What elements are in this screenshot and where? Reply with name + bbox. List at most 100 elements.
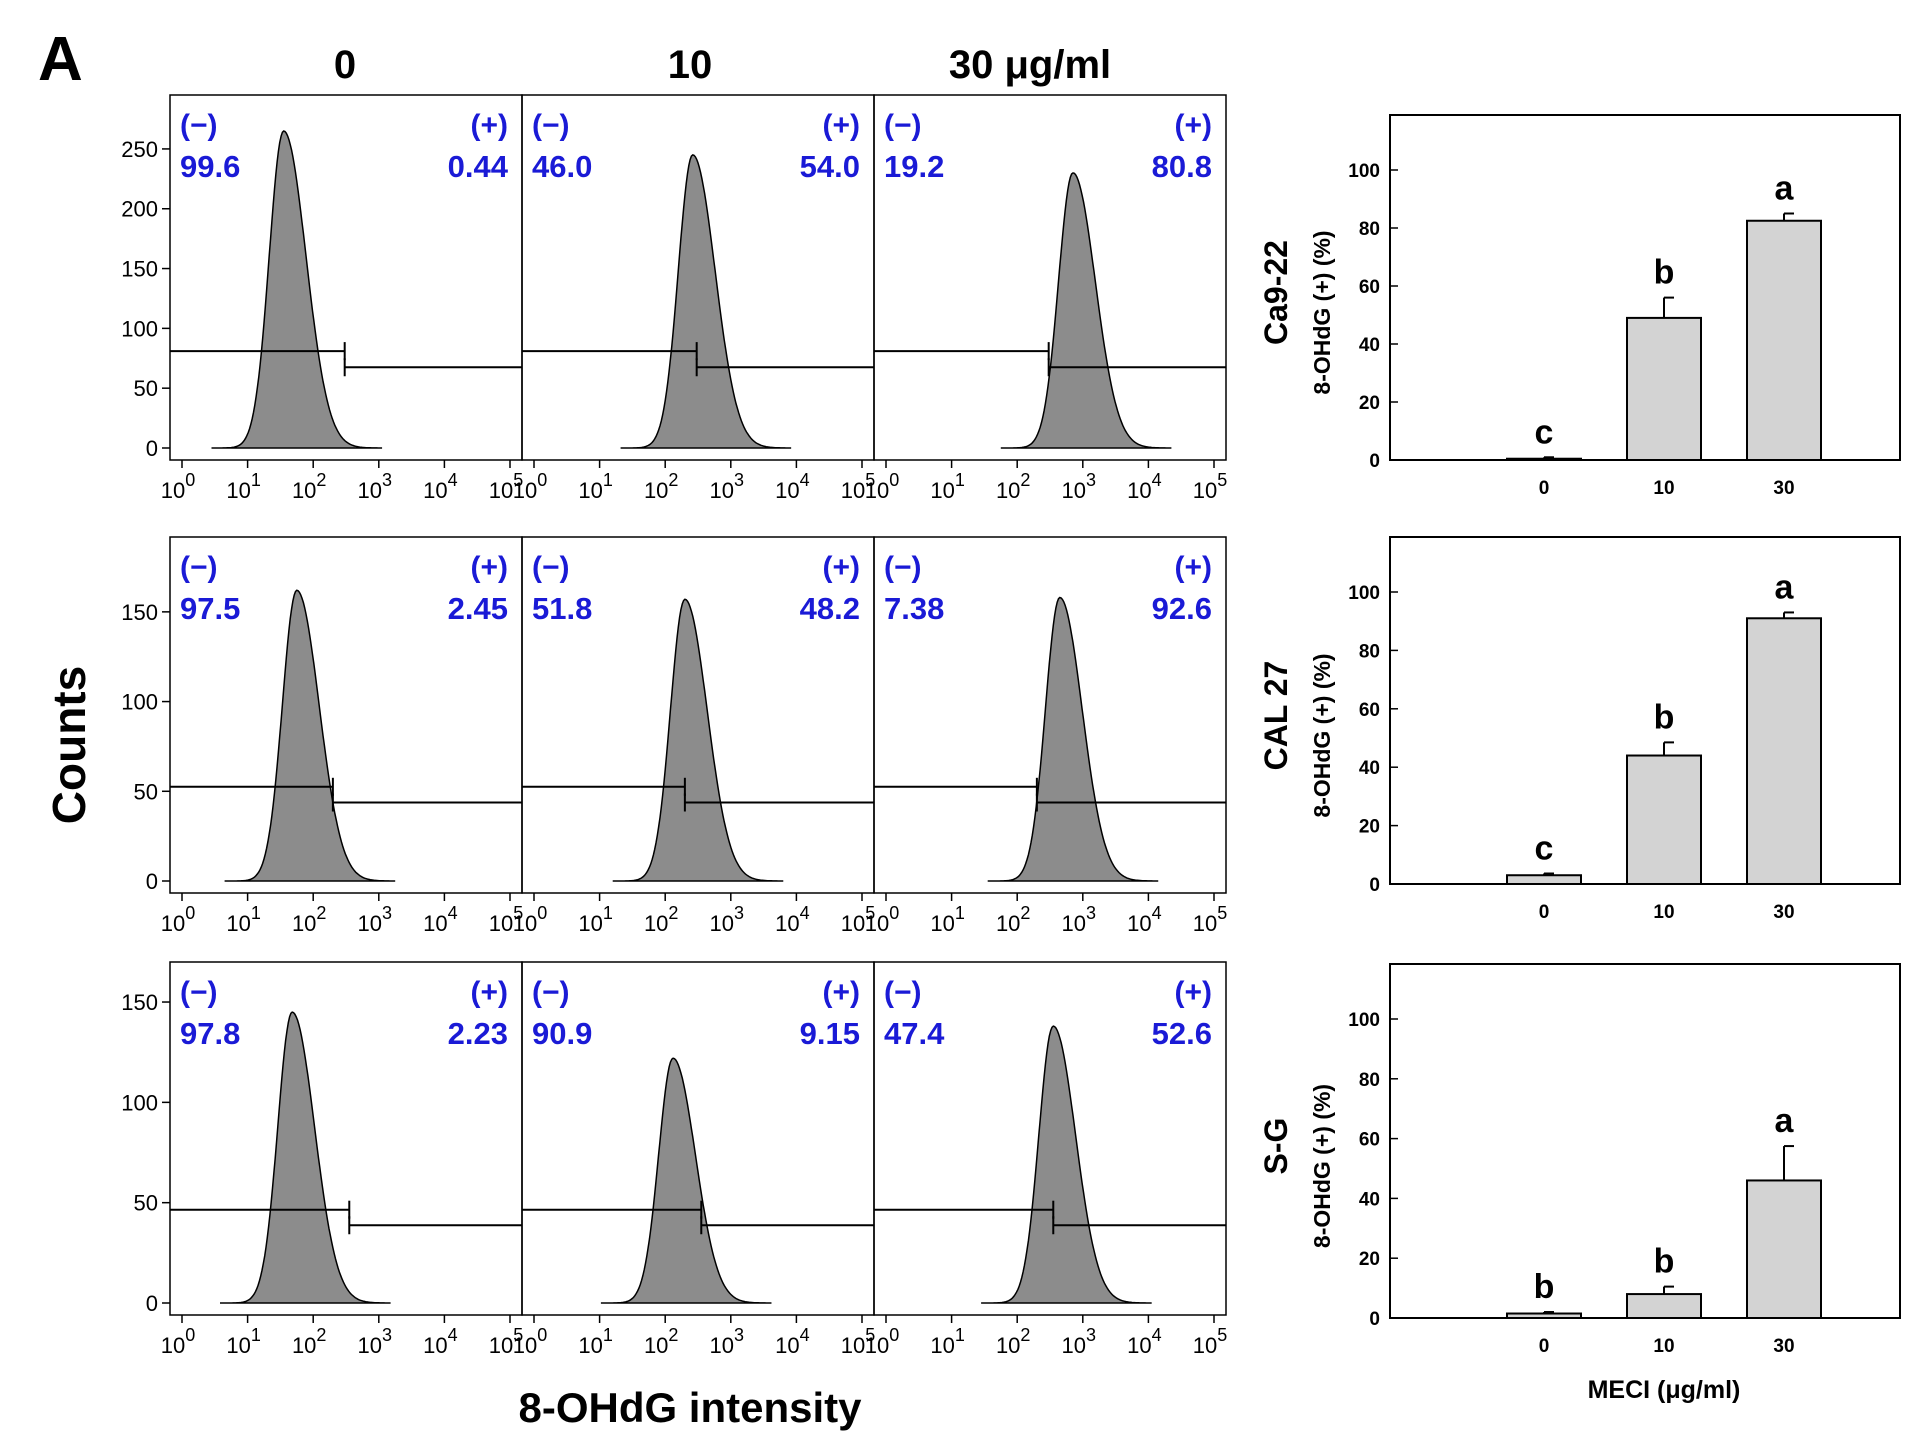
gate-negative-value: 97.8 (180, 1016, 240, 1051)
bar-y-tick-label: 0 (1369, 451, 1380, 472)
bar-y-tick-label: 20 (1359, 817, 1380, 838)
significance-letter: c (1535, 829, 1554, 867)
bar-y-tick-label: 80 (1359, 641, 1380, 662)
x-tick-label: 103 (1062, 1325, 1097, 1358)
significance-letter: b (1654, 698, 1675, 736)
bar-y-tick-label: 60 (1359, 277, 1380, 298)
x-tick-label: 103 (710, 1325, 745, 1358)
y-tick-label: 250 (121, 137, 158, 162)
gate-positive-label: (+) (1175, 976, 1213, 1009)
dose-header-30: 30 μg/ml (949, 43, 1111, 87)
x-tick-label: 105 (841, 903, 876, 936)
x-tick-label: 100 (865, 1325, 900, 1358)
x-tick-label: 105 (489, 903, 524, 936)
x-tick-label: 100 (865, 470, 900, 503)
bar-x-axis-label: MECI (μg/ml) (1588, 1376, 1741, 1404)
x-tick-label: 100 (161, 470, 196, 503)
x-tick-label: 104 (423, 903, 458, 936)
x-tick-label: 103 (710, 470, 745, 503)
gate-positive-label: (+) (1175, 109, 1213, 142)
gate-negative-label: (−) (884, 976, 922, 1009)
y-tick-label: 0 (146, 869, 158, 894)
gate-positive-value: 9.15 (800, 1016, 860, 1051)
bar-y-axis-label: 8-OHdG (+) (%) (1309, 1084, 1335, 1248)
gate-negative-value: 99.6 (180, 149, 240, 184)
gate-positive-value: 54.0 (800, 149, 860, 184)
x-tick-label: 101 (226, 1325, 261, 1358)
bar-y-tick-label: 40 (1359, 335, 1380, 356)
y-tick-label: 100 (121, 690, 158, 715)
gate-negative-label: (−) (884, 551, 922, 584)
y-tick-label: 0 (146, 1291, 158, 1316)
gate-negative-value: 90.9 (532, 1016, 592, 1051)
gate-positive-label: (+) (823, 551, 861, 584)
gate-negative-value: 47.4 (884, 1016, 945, 1051)
x-tick-label: 105 (489, 470, 524, 503)
bar-y-tick-label: 100 (1348, 1010, 1380, 1031)
y-tick-label: 50 (134, 376, 158, 401)
x-tick-label: 100 (513, 470, 548, 503)
bar (1746, 219, 1822, 461)
bar (1746, 1179, 1822, 1319)
histogram-frame (169, 961, 523, 1316)
bar (1626, 1293, 1702, 1319)
gate-positive-value: 2.45 (448, 591, 508, 626)
x-tick-label: 100 (513, 903, 548, 936)
bar (1506, 874, 1582, 885)
bar-x-tick-label: 10 (1653, 902, 1674, 923)
histogram-curve (981, 1025, 1152, 1304)
x-tick-label: 104 (1127, 903, 1162, 936)
bar-y-tick-label: 0 (1369, 875, 1380, 896)
x-tick-label: 100 (513, 1325, 548, 1358)
bar (1626, 316, 1702, 461)
x-tick-label: 101 (930, 470, 965, 503)
significance-letter: a (1775, 170, 1795, 208)
y-tick-label: 150 (121, 257, 158, 282)
y-tick-label: 200 (121, 197, 158, 222)
x-tick-label: 103 (358, 470, 393, 503)
significance-letter: a (1775, 1102, 1795, 1140)
x-tick-label: 105 (1193, 470, 1228, 503)
histogram-panel: (−) 97.5 (+) 2.45 100 101 102 103 104 105 (161, 536, 524, 936)
bar-chart: 0 20 40 60 80 100 c 0 b 10 a 30 8-OHdG (+) (%) Ca9-22 (1258, 114, 1901, 499)
bar-y-tick-label: 40 (1359, 1189, 1380, 1210)
cell-line-label: Ca9-22 (1258, 240, 1294, 345)
x-tick-label: 103 (1062, 903, 1097, 936)
gate-negative-value: 19.2 (884, 149, 944, 184)
gate-negative-value: 51.8 (532, 591, 592, 626)
x-tick-label: 101 (930, 1325, 965, 1358)
significance-letter: b (1654, 254, 1675, 292)
x-tick-label: 100 (865, 903, 900, 936)
y-tick-label: 0 (146, 436, 158, 461)
bar-x-tick-label: 30 (1773, 1336, 1794, 1357)
histogram-curve (224, 589, 396, 882)
gate-positive-label: (+) (471, 551, 509, 584)
significance-letter: b (1534, 1268, 1555, 1306)
histogram-curve (600, 1057, 772, 1304)
gate-negative-label: (−) (532, 109, 570, 142)
bar-y-tick-label: 20 (1359, 393, 1380, 414)
bar-y-tick-label: 60 (1359, 1130, 1380, 1151)
gate-positive-value: 80.8 (1152, 149, 1212, 184)
y-tick-label: 150 (121, 990, 158, 1015)
significance-letter: c (1535, 413, 1554, 451)
histogram-curve (612, 598, 784, 882)
histogram-panel: (−) 99.6 (+) 0.44 100 101 102 103 104 105 (161, 94, 524, 503)
gate-negative-value: 7.38 (884, 591, 944, 626)
bar-y-tick-label: 100 (1348, 583, 1380, 604)
histogram-frame (873, 961, 1227, 1316)
x-tick-label: 104 (775, 1325, 810, 1358)
bar (1746, 617, 1822, 886)
bar-chart: 0 20 40 60 80 100 c 0 b 10 a 30 8-OHdG (+) (%) CAL 27 (1258, 536, 1901, 923)
bar-x-tick-label: 10 (1653, 478, 1674, 499)
x-tick-label: 104 (1127, 470, 1162, 503)
x-tick-label: 102 (644, 1325, 679, 1358)
histogram-panel: (−) 47.4 (+) 52.6 100 101 102 103 104 105 (865, 961, 1227, 1358)
histogram-panel: (−) 46.0 (+) 54.0 100 101 102 103 104 105 (513, 94, 875, 503)
gate-positive-value: 48.2 (800, 591, 860, 626)
x-tick-label: 101 (226, 470, 261, 503)
gate-negative-label: (−) (532, 551, 570, 584)
x-tick-label: 104 (775, 903, 810, 936)
x-tick-label: 104 (423, 470, 458, 503)
panel-letter: A (38, 25, 83, 94)
